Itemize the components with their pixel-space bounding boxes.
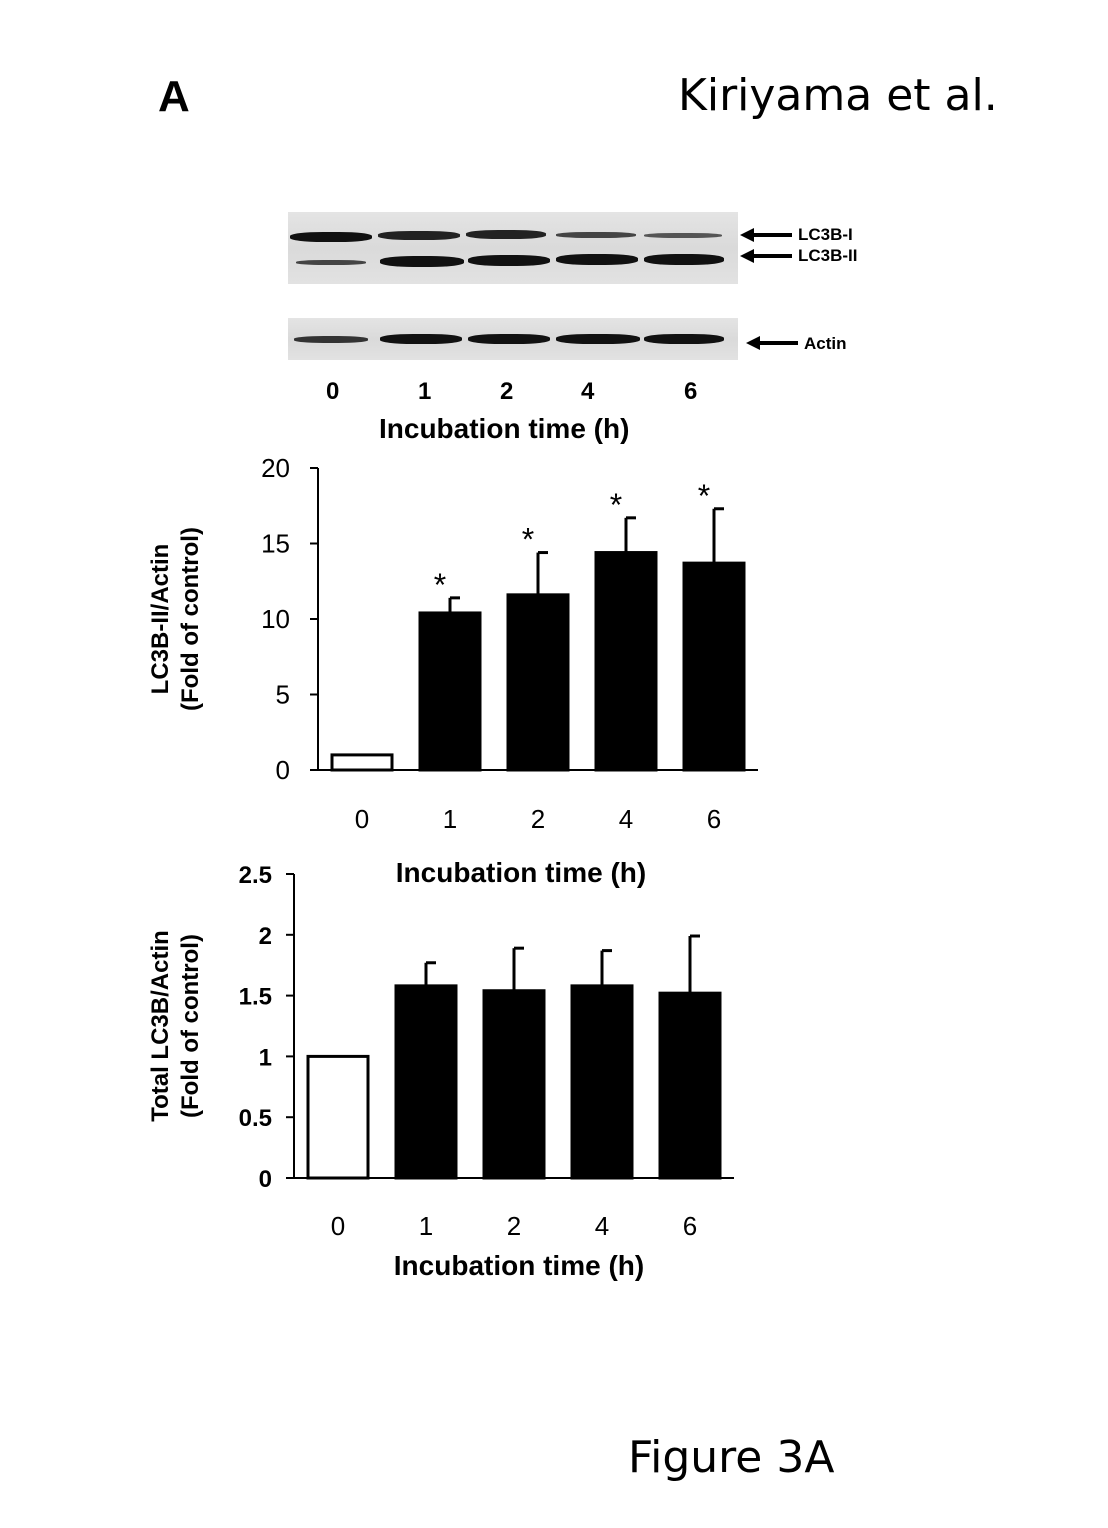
y-axis-title: Total LC3B/Actin xyxy=(147,930,174,1122)
actin-band-lane-1 xyxy=(380,334,462,344)
lane-label: 1 xyxy=(418,378,432,405)
lc3b-ii-bar-chart: 0 5 10 15 20 0 * 1 * 2 * 4 * 6 LC3B-II/Actin (Fold of c… xyxy=(147,453,758,888)
lc3b-ii-band-lane-1 xyxy=(380,256,464,267)
x-tick-label: 1 xyxy=(443,804,457,834)
y-tick-label: 20 xyxy=(261,453,290,483)
bar xyxy=(394,984,458,1180)
significance-marker: * xyxy=(434,567,446,603)
y-axis-title: (Fold of control) xyxy=(177,527,204,711)
lane-label: 2 xyxy=(500,378,514,405)
lc3b-ii-band-lane-6 xyxy=(644,254,724,265)
x-tick-label: 0 xyxy=(331,1211,345,1241)
x-tick-label: 2 xyxy=(507,1211,521,1241)
actin-label: Actin xyxy=(804,334,847,353)
x-axis-title: Incubation time (h) xyxy=(394,1250,644,1281)
bar xyxy=(482,989,546,1180)
y-tick-label: 0 xyxy=(276,755,290,785)
actin-band-lane-6 xyxy=(644,334,724,344)
bar xyxy=(682,561,746,772)
lc3b-blot-image xyxy=(288,212,738,284)
total-lc3b-bar-chart: 0 0.5 1 1.5 2 2.5 0 1 2 4 6 Total LC3B/Actin (Fold o… xyxy=(147,862,734,1281)
lc3b-ii-band-lane-0 xyxy=(296,260,366,265)
actin-band-lane-2 xyxy=(468,334,550,344)
x-tick-label: 0 xyxy=(355,804,369,834)
lane-label: 0 xyxy=(326,378,340,405)
x-tick-label: 2 xyxy=(531,804,545,834)
y-tick-label: 1.5 xyxy=(239,984,272,1011)
blot-arrows xyxy=(740,228,798,350)
x-tick-label: 4 xyxy=(595,1211,609,1241)
lc3b-i-band-lane-2 xyxy=(466,230,546,239)
significance-marker: * xyxy=(522,522,534,558)
bar xyxy=(570,984,634,1180)
actin-blot-image xyxy=(288,318,738,360)
lc3b-i-arrow-icon xyxy=(740,228,792,242)
lc3b-ii-label: LC3B-II xyxy=(798,246,858,265)
lc3b-ii-band-lane-2 xyxy=(468,255,550,266)
bar xyxy=(594,551,658,772)
actin-band-lane-0 xyxy=(294,336,368,343)
lane-label: 4 xyxy=(581,378,595,405)
y-tick-label: 5 xyxy=(276,680,290,710)
x-tick-label: 6 xyxy=(707,804,721,834)
lane-label: 6 xyxy=(684,378,698,405)
y-tick-label: 0 xyxy=(259,1166,272,1193)
significance-marker: * xyxy=(698,478,710,514)
bar xyxy=(330,753,394,772)
y-tick-label: 10 xyxy=(261,604,290,634)
x-tick-label: 4 xyxy=(619,804,633,834)
significance-marker: * xyxy=(610,487,622,523)
bar xyxy=(306,1054,370,1180)
x-tick-label: 1 xyxy=(419,1211,433,1241)
author-label: Kiriyama et al. xyxy=(678,70,998,121)
lc3b-i-band-lane-0 xyxy=(290,232,372,242)
y-tick-label: 0.5 xyxy=(239,1105,272,1132)
y-tick-label: 2.5 xyxy=(239,862,272,889)
actin-band-lane-4 xyxy=(556,334,640,344)
actin-arrow-icon xyxy=(746,336,798,350)
y-tick-label: 1 xyxy=(259,1044,272,1071)
figure-label: Figure 3A xyxy=(628,1432,835,1483)
lc3b-ii-arrow-icon xyxy=(740,249,792,263)
lc3b-i-band-lane-4 xyxy=(556,232,636,238)
lc3b-ii-band-lane-4 xyxy=(556,254,638,265)
bar xyxy=(506,593,570,772)
lc3b-i-band-lane-1 xyxy=(378,231,460,240)
y-axis-title: (Fold of control) xyxy=(177,934,204,1118)
y-tick-label: 15 xyxy=(261,529,290,559)
panel-letter: A xyxy=(158,72,190,121)
x-tick-label: 6 xyxy=(683,1211,697,1241)
x-axis-title: Incubation time (h) xyxy=(396,857,646,888)
bar xyxy=(658,991,722,1180)
blot-x-axis-title: Incubation time (h) xyxy=(379,413,630,444)
lc3b-i-band-lane-6 xyxy=(644,233,722,238)
y-axis-title: LC3B-II/Actin xyxy=(147,544,174,695)
bar xyxy=(418,611,482,772)
y-tick-label: 2 xyxy=(259,923,272,950)
lc3b-i-label: LC3B-I xyxy=(798,225,853,244)
